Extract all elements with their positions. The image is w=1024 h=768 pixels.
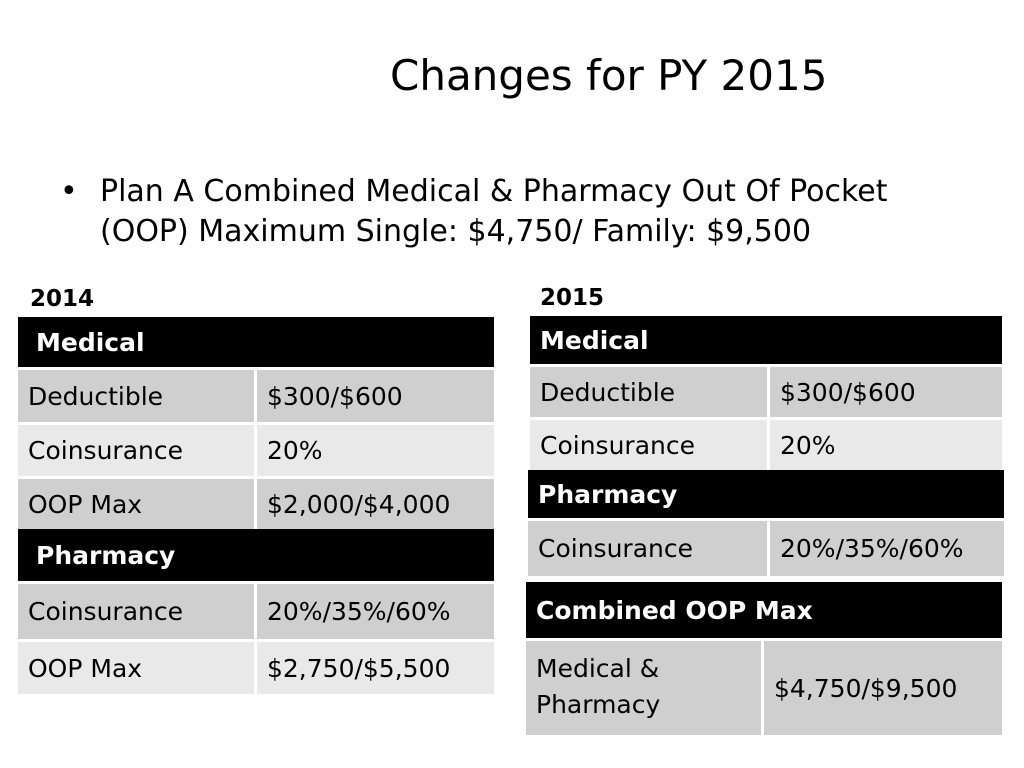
row-value: 20%/35%/60% xyxy=(770,521,1004,576)
row-label: OOP Max xyxy=(18,642,257,694)
bullet-text: Plan A Combined Medical & Pharmacy Out O… xyxy=(100,172,1000,252)
combined-label-line-1: Medical & xyxy=(536,654,660,683)
row-value: 20% xyxy=(257,425,494,476)
combined-row-value: $4,750/$9,500 xyxy=(764,641,1002,735)
table-row: Coinsurance 20% xyxy=(530,417,1002,470)
year-label-2014: 2014 xyxy=(30,286,95,312)
table-row: Medical & Pharmacy $4,750/$9,500 xyxy=(526,638,1002,735)
bullet-line-2: (OOP) Maximum Single: $4,750/ Family: $9… xyxy=(100,214,812,249)
table-row: Deductible $300/$600 xyxy=(530,364,1002,417)
table-2015-pharmacy: Pharmacy Coinsurance 20%/35%/60% xyxy=(528,470,1004,576)
table-row: Coinsurance 20%/35%/60% xyxy=(528,518,1004,576)
row-label: Coinsurance xyxy=(528,521,770,576)
combined-label-line-2: Pharmacy xyxy=(536,690,661,719)
table-row: Coinsurance 20% xyxy=(18,422,494,476)
row-label: Deductible xyxy=(18,370,257,422)
table-row: OOP Max $2,000/$4,000 xyxy=(18,476,494,529)
combined-oop-header: Combined OOP Max xyxy=(526,582,1002,638)
table-2014: Medical Deductible $300/$600 Coinsurance… xyxy=(18,317,494,694)
medical-header-2015: Medical xyxy=(530,316,1002,364)
row-label: Coinsurance xyxy=(18,584,257,639)
row-label: Coinsurance xyxy=(530,420,770,470)
slide-title: Changes for PY 2015 xyxy=(390,51,828,100)
row-value: $300/$600 xyxy=(257,370,494,422)
table-row: Deductible $300/$600 xyxy=(18,367,494,422)
pharmacy-header-2015: Pharmacy xyxy=(528,470,1004,518)
bullet-line-1: Plan A Combined Medical & Pharmacy Out O… xyxy=(100,174,888,209)
row-label: Coinsurance xyxy=(18,425,257,476)
row-value: 20% xyxy=(770,420,1002,470)
row-label: OOP Max xyxy=(18,479,257,529)
row-value: 20%/35%/60% xyxy=(257,584,494,639)
bullet-marker: • xyxy=(60,174,78,209)
row-value: $300/$600 xyxy=(770,367,1002,417)
row-label: Deductible xyxy=(530,367,770,417)
table-2015-medical: Medical Deductible $300/$600 Coinsurance… xyxy=(530,316,1002,470)
year-label-2015: 2015 xyxy=(540,285,605,311)
pharmacy-header-2014: Pharmacy xyxy=(18,529,494,581)
row-value: $2,000/$4,000 xyxy=(257,479,494,529)
table-row: Coinsurance 20%/35%/60% xyxy=(18,581,494,639)
table-2015-combined: Combined OOP Max Medical & Pharmacy $4,7… xyxy=(526,582,1002,735)
row-value: $2,750/$5,500 xyxy=(257,642,494,694)
table-row: OOP Max $2,750/$5,500 xyxy=(18,639,494,694)
combined-row-label: Medical & Pharmacy xyxy=(526,641,764,735)
medical-header-2014: Medical xyxy=(18,317,494,367)
